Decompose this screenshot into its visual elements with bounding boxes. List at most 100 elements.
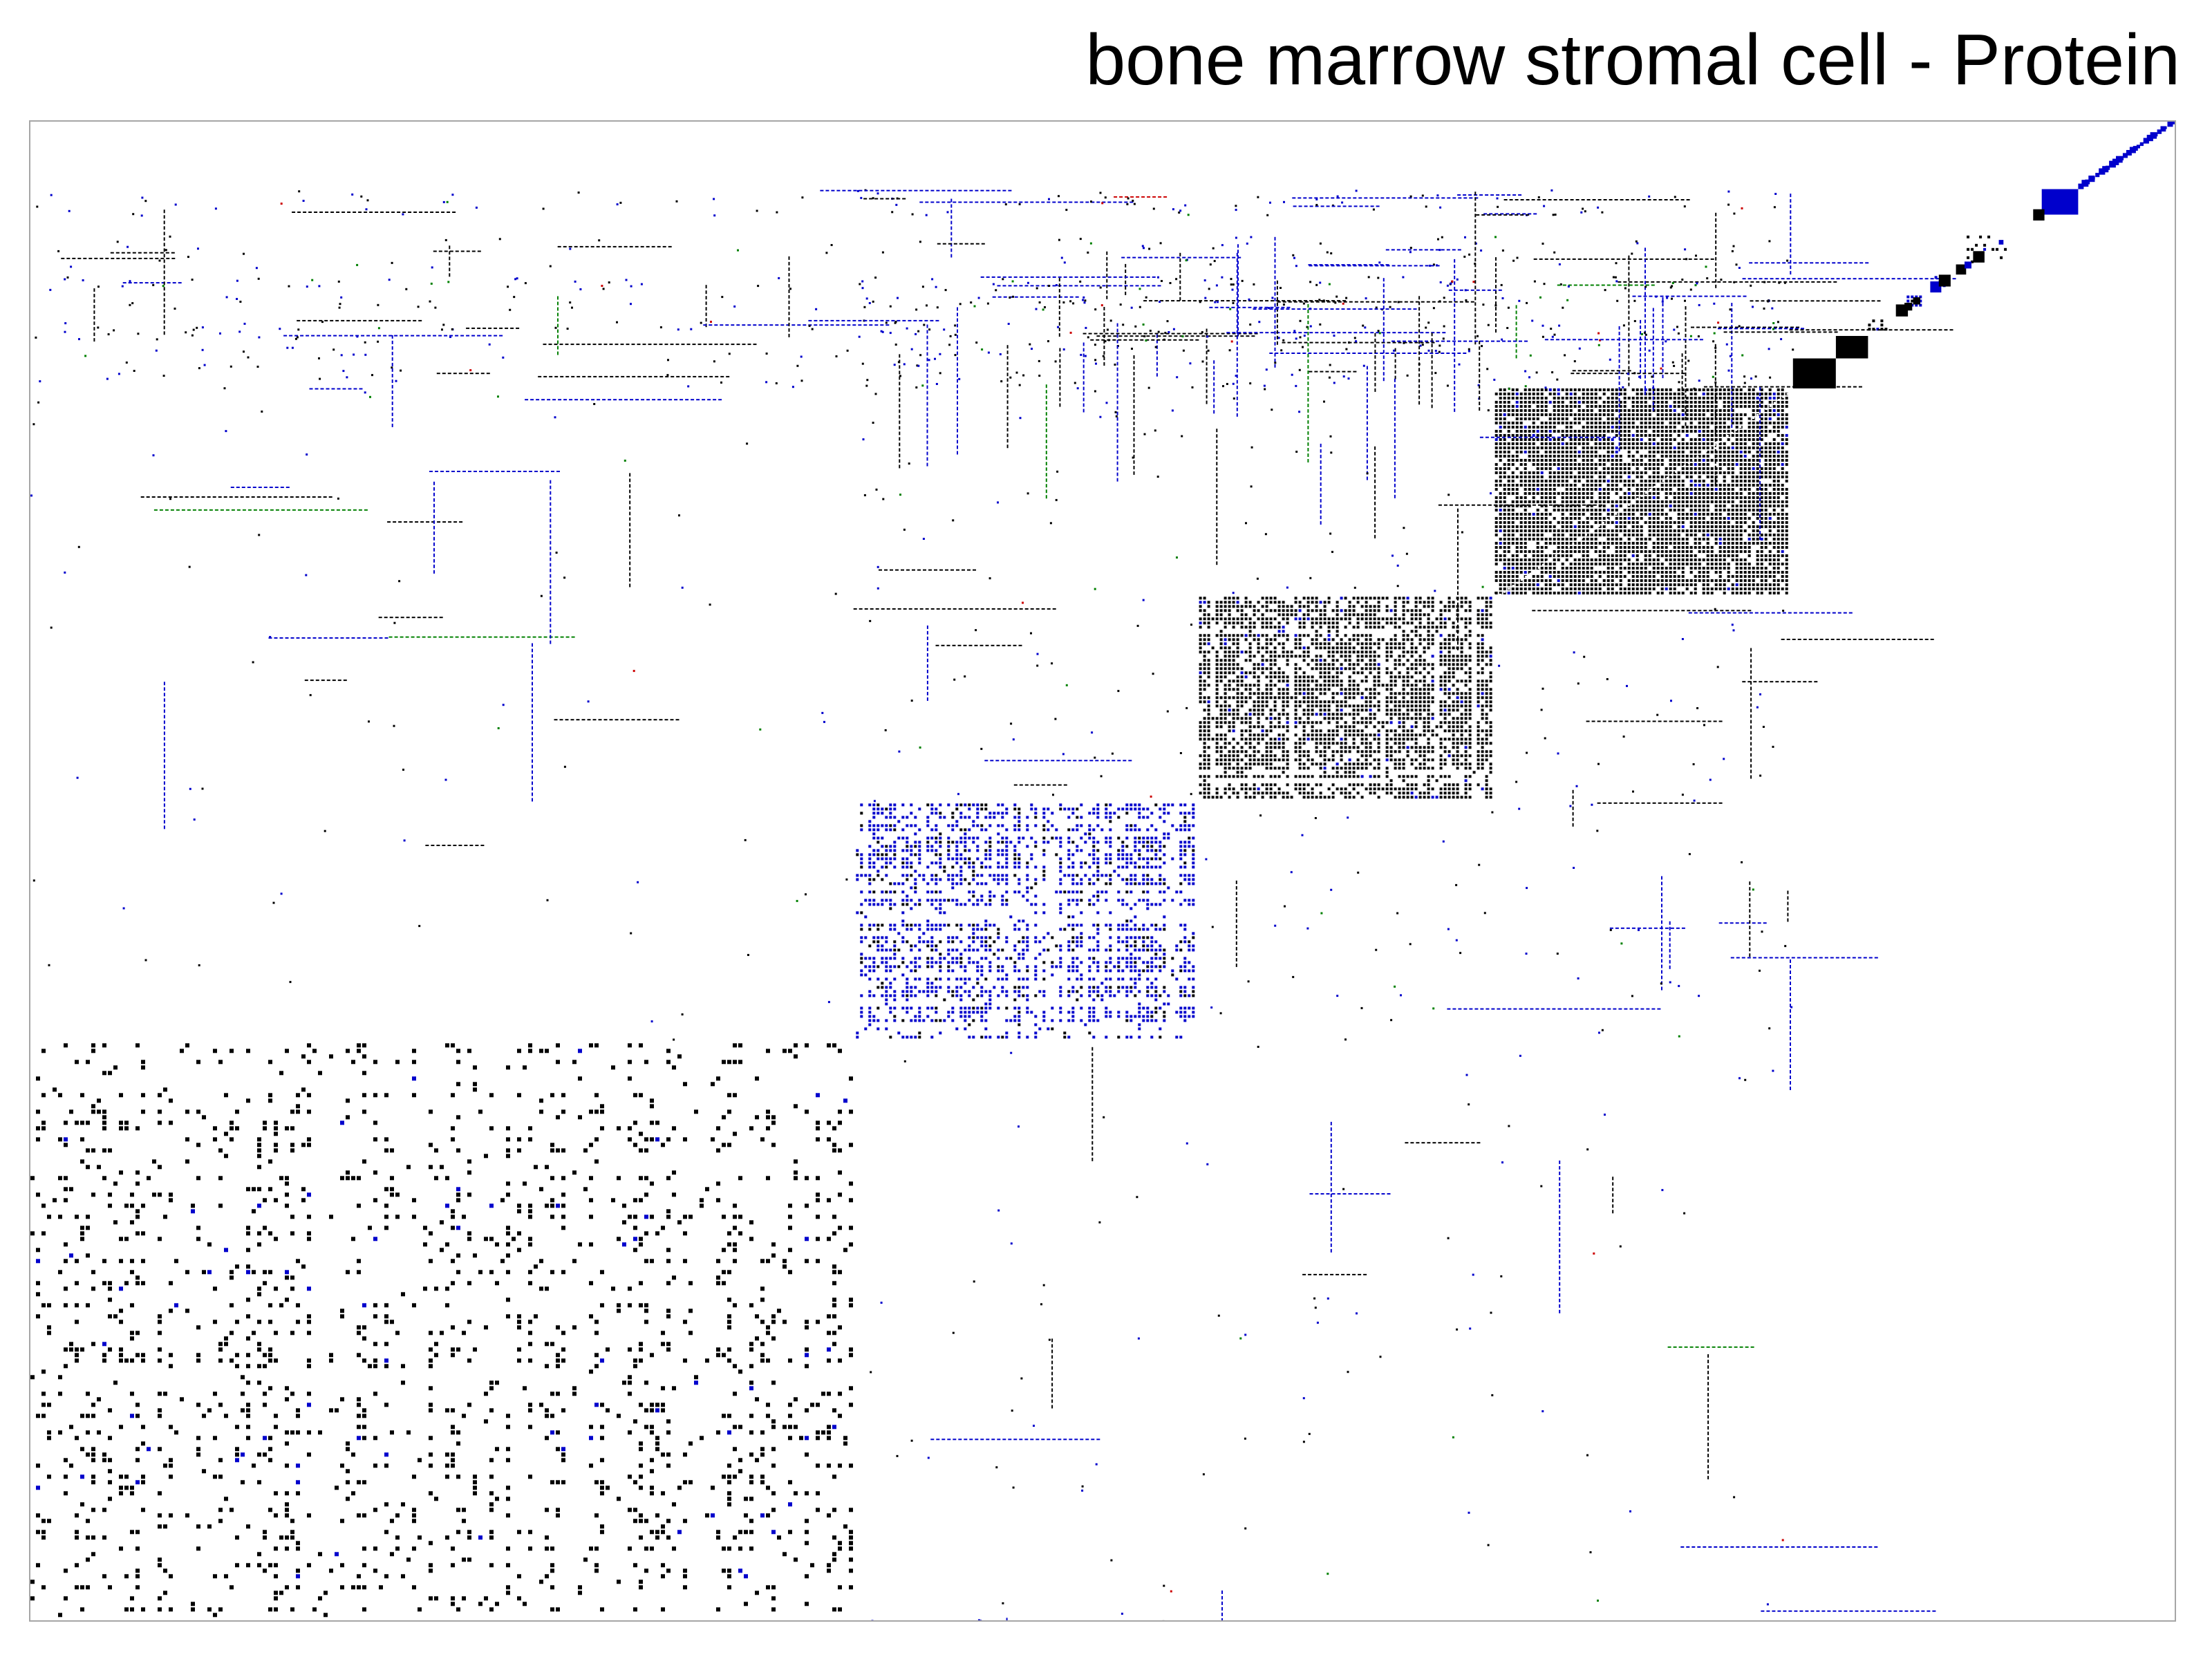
cluster-cell	[918, 965, 921, 968]
cluster-cell	[456, 1115, 460, 1120]
cluster-cell	[1117, 816, 1121, 819]
cluster-cell	[1130, 882, 1133, 885]
cluster-cell	[1146, 948, 1150, 952]
cluster-cell	[1348, 791, 1351, 795]
cluster-cell	[1385, 684, 1389, 687]
cluster-cell	[914, 886, 917, 890]
cluster-cell	[716, 1281, 720, 1286]
cluster-cell	[75, 1347, 79, 1352]
cluster-cell	[868, 944, 872, 948]
cluster-cell	[1117, 940, 1121, 944]
cluster-cell	[1228, 721, 1231, 724]
cluster-cell	[124, 1574, 129, 1579]
cluster-cell	[268, 1231, 272, 1236]
cluster-cell	[1315, 617, 1318, 621]
cluster-cell	[805, 1109, 809, 1114]
cluster-cell	[980, 874, 984, 877]
cluster-cell	[877, 1027, 880, 1031]
cluster-cell	[700, 1198, 704, 1203]
cluster-cell	[1323, 646, 1327, 650]
cluster-cell	[1228, 597, 1231, 600]
cluster-cell	[1311, 617, 1314, 621]
cluster-cell	[572, 1386, 577, 1391]
cluster-cell	[1215, 758, 1219, 762]
cluster-cell	[849, 1541, 853, 1546]
cluster-cell	[1117, 853, 1121, 856]
cluster-cell	[1228, 758, 1231, 762]
cluster-cell	[362, 1436, 366, 1441]
cluster-cell	[1125, 944, 1129, 948]
cluster-cell	[1236, 758, 1239, 762]
cluster-cell	[918, 1031, 921, 1035]
cluster-cell	[102, 1535, 106, 1540]
cluster-cell	[1084, 874, 1087, 877]
cluster-cell	[727, 1231, 731, 1236]
cluster-cell	[1207, 787, 1210, 791]
cluster-cell	[794, 1397, 798, 1402]
cluster-cell	[959, 874, 963, 877]
cluster-cell	[889, 803, 892, 807]
cluster-cell	[1277, 642, 1281, 646]
cluster-cell	[489, 1530, 494, 1535]
cluster-cell	[1236, 700, 1239, 704]
cluster-cell	[1026, 977, 1029, 981]
cluster-cell	[889, 824, 892, 827]
cluster-cell	[1109, 845, 1112, 848]
cluster-cell	[947, 803, 950, 807]
cluster-cell	[169, 1425, 173, 1430]
cluster-cell	[169, 1463, 173, 1468]
cluster-cell	[1026, 824, 1029, 827]
cluster-cell	[1327, 733, 1331, 737]
cluster-cell	[158, 1314, 162, 1319]
plot-area	[29, 120, 2176, 1622]
cluster-cell	[517, 1148, 521, 1153]
cluster-cell	[1109, 812, 1112, 815]
cluster-cell	[893, 1019, 897, 1022]
cluster-cell	[1244, 796, 1248, 799]
cluster-cell	[1273, 696, 1277, 700]
cluster-cell	[633, 1519, 637, 1524]
cluster-cell	[1005, 890, 1009, 894]
cluster-cell	[1369, 750, 1372, 753]
cluster-cell	[467, 1557, 471, 1562]
cluster-cell	[1394, 642, 1397, 646]
cluster-cell	[1340, 646, 1343, 650]
cluster-cell	[1273, 601, 1277, 604]
cluster-cell	[80, 1121, 84, 1125]
cluster-cell	[1253, 709, 1256, 712]
cluster-cell	[196, 1452, 200, 1457]
cluster-cell	[467, 1403, 471, 1407]
cluster-cell	[951, 990, 955, 993]
cluster-cell	[307, 1452, 311, 1457]
cluster-cell	[897, 932, 901, 935]
cluster-cell	[984, 903, 988, 906]
cluster-cell	[1389, 696, 1393, 700]
cluster-cell	[794, 1170, 798, 1175]
cluster-cell	[1319, 688, 1322, 691]
cluster-cell	[1352, 771, 1356, 774]
cluster-cell	[918, 845, 921, 848]
cluster-cell	[976, 849, 980, 852]
cluster-cell	[373, 1314, 377, 1319]
cluster-cell	[1319, 738, 1322, 741]
cluster-cell	[1215, 609, 1219, 612]
cluster-cell	[1219, 762, 1223, 766]
cluster-cell	[1163, 961, 1166, 964]
cluster-cell	[1282, 642, 1285, 646]
cluster-cell	[600, 1358, 604, 1363]
cluster-cell	[939, 1031, 942, 1035]
cluster-cell	[1365, 613, 1368, 617]
cluster-cell	[1273, 655, 1277, 658]
cluster-cell	[711, 1513, 715, 1518]
cluster-cell	[1059, 845, 1062, 848]
cluster-cell	[655, 1436, 659, 1441]
cluster-cell	[947, 940, 950, 944]
cluster-cell	[1282, 634, 1285, 637]
cluster-cell	[1385, 771, 1389, 774]
cluster-cell	[489, 1491, 494, 1496]
cluster-cell	[1188, 940, 1191, 944]
cluster-cell	[1236, 655, 1239, 658]
cluster-cell	[951, 961, 955, 964]
cluster-cell	[650, 1137, 654, 1142]
cluster-cell	[1117, 857, 1121, 861]
